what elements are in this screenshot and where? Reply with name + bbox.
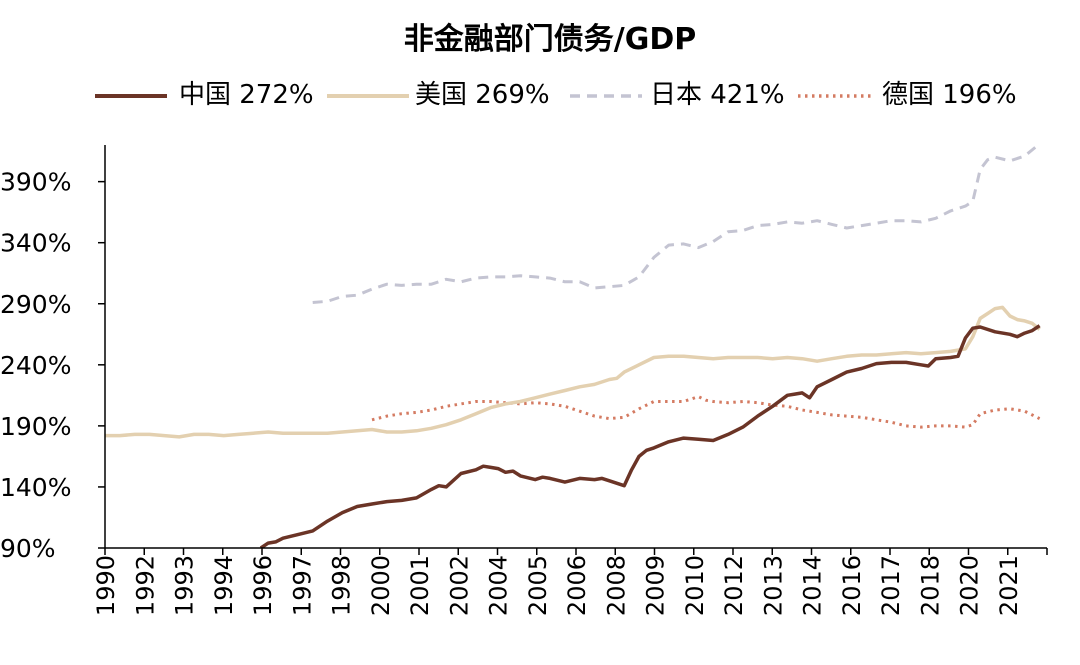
legend-label-germany: 德国 196% bbox=[882, 80, 1017, 110]
x-tick-label: 2010 bbox=[681, 555, 709, 616]
legend-label-usa: 美国 269% bbox=[415, 80, 550, 110]
x-tick-label: 1998 bbox=[328, 555, 356, 616]
y-tick-label: 90% bbox=[0, 534, 56, 563]
x-tick-label: 2009 bbox=[642, 555, 670, 616]
legend-swatch-china bbox=[95, 94, 167, 98]
x-tick-label: 1993 bbox=[171, 555, 199, 616]
legend-label-japan: 日本 421% bbox=[650, 80, 785, 110]
x-tick-label: 2008 bbox=[602, 555, 630, 616]
x-tick-label: 2001 bbox=[406, 555, 434, 616]
y-tick-label: 290% bbox=[0, 290, 71, 319]
series-line-china bbox=[259, 324, 1041, 550]
legend-swatch-usa bbox=[327, 94, 409, 98]
x-tick-label: 2020 bbox=[956, 555, 984, 616]
y-tick-label: 340% bbox=[0, 229, 71, 258]
x-tick-label: 2005 bbox=[524, 555, 552, 616]
y-tick-label: 390% bbox=[0, 168, 71, 197]
x-tick-label: 1990 bbox=[92, 555, 120, 616]
x-tick-label: 2012 bbox=[720, 555, 748, 616]
y-axis-ticks: 90% 140% 190% 240% 290% 340% 390% bbox=[0, 168, 105, 563]
series-line-usa bbox=[105, 305, 1041, 439]
series-line-japan bbox=[312, 142, 1041, 304]
x-axis-ticks: 1990 1992 1993 1994 1996 1997 1998 2000 2001 2002… bbox=[92, 548, 1048, 616]
x-tick-label: 2002 bbox=[445, 555, 473, 616]
x-tick-label: 2017 bbox=[877, 555, 905, 616]
x-tick-label: 2018 bbox=[916, 555, 944, 616]
legend-swatch-germany bbox=[798, 94, 874, 98]
x-tick-label: 2006 bbox=[563, 555, 591, 616]
legend-label-china: 中国 272% bbox=[179, 80, 314, 110]
y-tick-label: 140% bbox=[0, 473, 71, 502]
x-tick-label: 1994 bbox=[210, 555, 238, 616]
series-line-germany bbox=[371, 395, 1041, 429]
x-tick-label: 1996 bbox=[249, 555, 277, 616]
series-layer bbox=[105, 142, 1041, 550]
x-tick-label: 1997 bbox=[288, 555, 316, 616]
x-tick-label: 2021 bbox=[995, 555, 1023, 616]
x-tick-label: 2013 bbox=[759, 555, 787, 616]
x-tick-label: 2016 bbox=[838, 555, 866, 616]
x-tick-label: 2000 bbox=[367, 555, 395, 616]
x-tick-label: 1992 bbox=[131, 555, 159, 616]
y-tick-label: 190% bbox=[0, 412, 71, 441]
legend-swatch-japan bbox=[570, 94, 642, 98]
x-tick-label: 2004 bbox=[485, 555, 513, 616]
x-tick-label: 2014 bbox=[799, 555, 827, 616]
y-tick-label: 240% bbox=[0, 351, 71, 380]
chart-title: 非金融部门债务/GDP bbox=[403, 22, 697, 57]
